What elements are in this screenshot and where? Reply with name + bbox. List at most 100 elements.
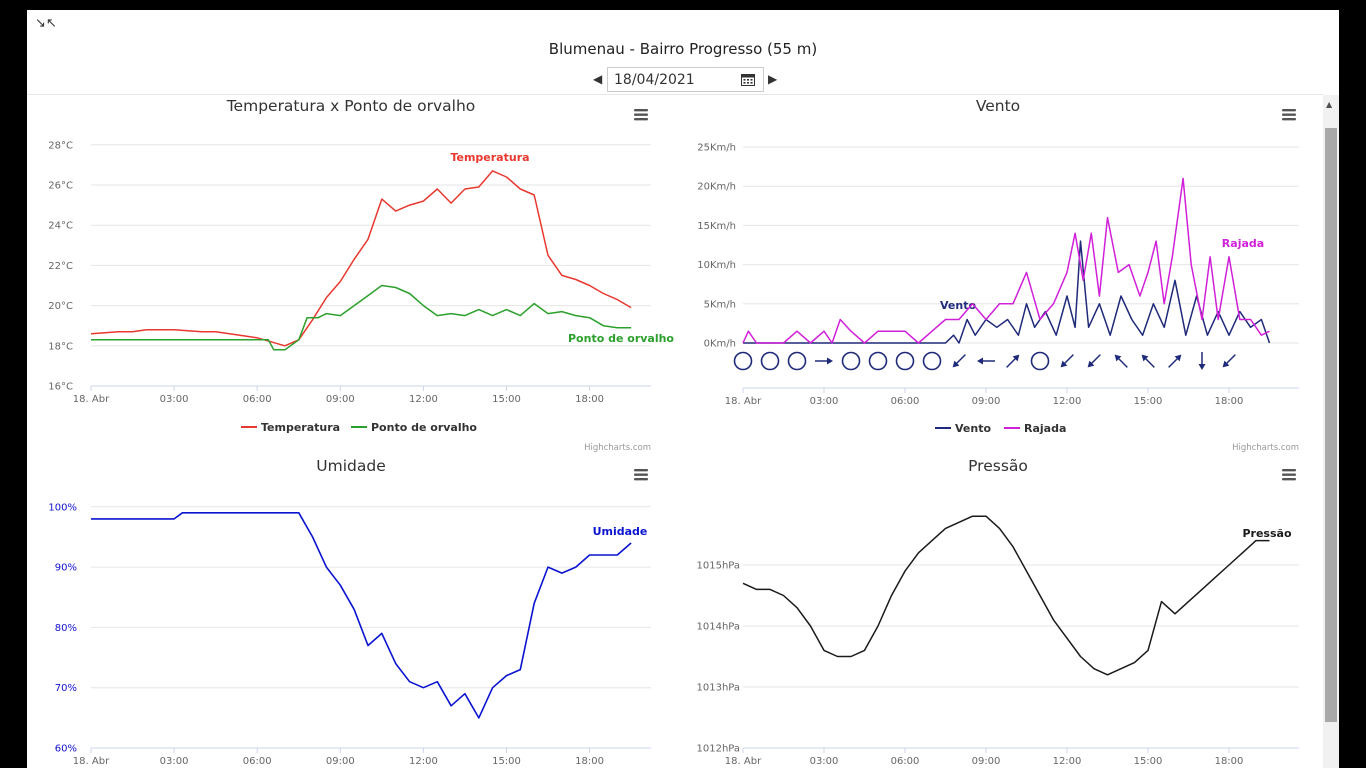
x-tick-label: 18:00 xyxy=(1215,396,1244,407)
arrow-body xyxy=(1198,352,1206,370)
y-tick-label: 1012hPa xyxy=(697,744,741,755)
wind-arrow-icon xyxy=(1006,354,1020,368)
calm-circle xyxy=(1030,351,1050,371)
x-tick-label: 15:00 xyxy=(492,394,521,405)
wind-arrow-icon xyxy=(952,354,966,368)
scroll-up-icon[interactable]: ▲ xyxy=(1326,100,1333,109)
arrow-body xyxy=(1060,354,1074,368)
arrow-head xyxy=(952,360,960,368)
x-tick-label: 09:00 xyxy=(972,756,1001,767)
station-title: Blumenau - Bairro Progresso (55 m) xyxy=(548,40,818,58)
x-tick-label: 03:00 xyxy=(160,394,189,405)
legend-item[interactable]: Rajada xyxy=(1024,422,1066,435)
wind-calm-icon xyxy=(868,351,888,371)
x-tick-label: 06:00 xyxy=(243,394,272,405)
wind-arrow-icon xyxy=(977,357,995,365)
date-picker[interactable] xyxy=(607,67,764,92)
date-input[interactable] xyxy=(614,71,734,88)
arrow-body xyxy=(952,354,966,368)
x-tick-label: 12:00 xyxy=(1053,756,1082,767)
calm-circle xyxy=(895,351,915,371)
x-tick-label: 09:00 xyxy=(326,756,355,767)
series-line-pressão[interactable] xyxy=(742,515,1270,676)
series-line-ponto-de-orvalho[interactable] xyxy=(91,284,632,351)
arrow-head xyxy=(1174,354,1182,362)
legend-item[interactable]: Temperatura xyxy=(261,421,340,434)
chart-panel-0: Temperatura x Ponto de orvalho 16°C 18°C 20… xyxy=(48,97,674,453)
chart-legend: Temperatura Ponto de orvalho xyxy=(241,421,477,434)
wind-arrow-icon xyxy=(1141,354,1155,368)
chart-menu-icon[interactable] xyxy=(1282,469,1296,481)
arrow-body xyxy=(1114,354,1128,368)
calm-circle xyxy=(760,351,780,371)
arrow-head xyxy=(1141,354,1149,362)
series-line-temperatura[interactable] xyxy=(90,170,632,347)
chart-panel-2: Umidade 60% 70% 80% 90% 100% 18. Abr 03:00 06:00… xyxy=(48,457,651,767)
wind-arrow-icon xyxy=(1168,354,1182,368)
arrow-head xyxy=(1012,354,1020,362)
arrow-head xyxy=(1087,360,1095,368)
calm-circle xyxy=(922,351,942,371)
arrow-head xyxy=(1222,360,1230,368)
series-end-label: Rajada xyxy=(1222,237,1264,250)
x-tick-label: 12:00 xyxy=(409,394,438,405)
menu-bar xyxy=(1282,113,1296,116)
y-tick-label: 26°C xyxy=(48,181,73,192)
menu-bar xyxy=(634,469,648,472)
menu-bar xyxy=(634,478,648,481)
menu-bar xyxy=(634,473,648,476)
x-tick-label: 12:00 xyxy=(1053,396,1082,407)
calendar-icon[interactable] xyxy=(741,73,755,86)
arrow-body xyxy=(815,357,833,365)
y-tick-label: 15Km/h xyxy=(697,221,736,232)
menu-bar xyxy=(1282,469,1296,472)
arrow-head xyxy=(827,357,833,365)
chart-menu-icon[interactable] xyxy=(634,109,648,121)
x-tick-label: 18. Abr xyxy=(725,396,762,407)
scrollbar-thumb[interactable] xyxy=(1325,128,1337,722)
x-tick-label: 18:00 xyxy=(575,394,604,405)
arrow-head xyxy=(1060,360,1068,368)
y-tick-label: 80% xyxy=(55,623,77,634)
chart-credits[interactable]: Highcharts.com xyxy=(1232,443,1299,453)
chart-menu-icon[interactable] xyxy=(1282,109,1296,121)
x-tick-label: 03:00 xyxy=(160,756,189,767)
y-tick-label: 90% xyxy=(55,563,77,574)
series-end-label: Ponto de orvalho xyxy=(568,332,674,345)
wind-calm-icon xyxy=(895,351,915,371)
series-line-rajada[interactable] xyxy=(742,177,1270,344)
wind-calm-icon xyxy=(733,351,753,371)
wind-calm-icon xyxy=(922,351,942,371)
arrow-body xyxy=(1222,354,1236,368)
series-line-umidade[interactable] xyxy=(91,511,632,719)
series-end-label: Pressão xyxy=(1242,527,1291,540)
series-line-vento[interactable] xyxy=(743,240,1271,344)
calm-circle xyxy=(733,351,753,371)
x-tick-label: 18:00 xyxy=(575,756,604,767)
chart-menu-icon[interactable] xyxy=(634,469,648,481)
previous-day-button[interactable]: ◀ xyxy=(593,72,603,86)
x-tick-label: 15:00 xyxy=(1134,396,1163,407)
next-day-button[interactable]: ▶ xyxy=(768,72,778,86)
series-end-label: Temperatura xyxy=(450,151,529,164)
y-tick-label: 60% xyxy=(55,744,77,755)
collapse-icon[interactable]: ↘↖ xyxy=(35,16,57,31)
y-tick-label: 18°C xyxy=(48,341,73,352)
x-tick-label: 18:00 xyxy=(1215,756,1244,767)
y-tick-label: 20°C xyxy=(48,301,73,312)
header-divider xyxy=(27,94,1323,95)
x-tick-label: 18. Abr xyxy=(73,756,110,767)
x-tick-label: 03:00 xyxy=(810,756,839,767)
y-tick-label: 10Km/h xyxy=(697,260,736,271)
arrow-head xyxy=(1114,354,1122,362)
calm-circle xyxy=(868,351,888,371)
legend-item[interactable]: Ponto de orvalho xyxy=(371,421,477,434)
wind-calm-icon xyxy=(841,351,861,371)
chart-credits[interactable]: Highcharts.com xyxy=(584,443,651,453)
weather-station-panel: ↘↖ Blumenau - Bairro Progresso (55 m) ◀ … xyxy=(27,10,1339,768)
arrow-body xyxy=(1168,354,1182,368)
legend-item[interactable]: Vento xyxy=(955,422,991,435)
y-tick-label: 100% xyxy=(48,502,77,513)
chart-title: Vento xyxy=(976,97,1020,115)
menu-bar xyxy=(634,109,648,112)
